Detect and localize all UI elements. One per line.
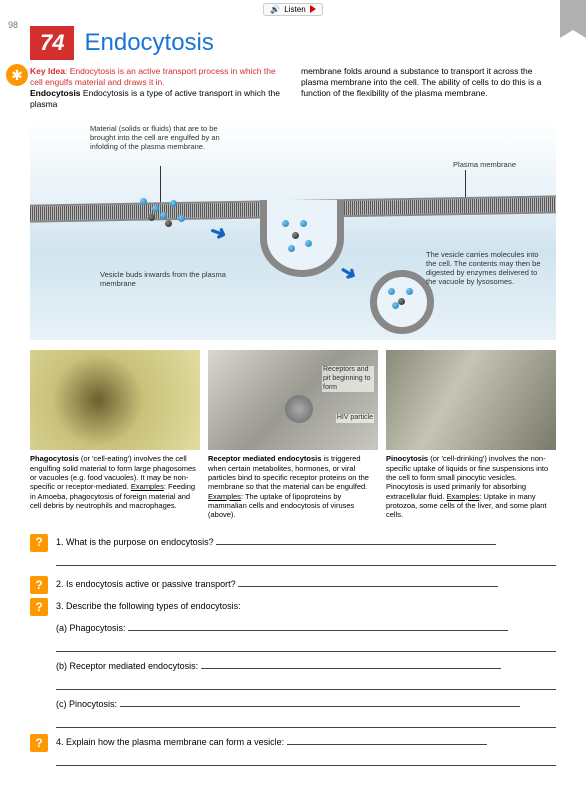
answer-blank[interactable] [56, 751, 556, 766]
page-number: 98 [8, 20, 18, 30]
header: 74 Endocytosis [30, 26, 556, 60]
q3a-text: (a) Phagocytosis: [56, 623, 126, 633]
img-label-hiv: HIV particle [336, 414, 374, 423]
question-3b: (b) Receptor mediated endocytosis: [56, 658, 556, 690]
page: 🔊 Listen 98 74 Endocytosis ✱ Key Idea: E… [0, 0, 586, 801]
intro-right: membrane folds around a substance to tra… [301, 66, 556, 110]
receptor-image: Receptors and pit beginning to form HIV … [208, 350, 378, 450]
question-2: ? 2. Is endocytosis active or passive tr… [30, 576, 556, 594]
diagram-label-bud: Vesicle buds inwards from the plasma mem… [100, 270, 240, 288]
key-idea-label: Key Idea [30, 66, 65, 76]
page-title: Endocytosis [84, 29, 213, 57]
card-text: Receptor mediated endocytosis is trigger… [208, 454, 378, 520]
q1-text: 1. What is the purpose on endocytosis? [56, 537, 214, 547]
card-text: Phagocytosis (or 'cell-eating') involves… [30, 454, 200, 510]
q3-text: 3. Describe the following types of endoc… [56, 601, 241, 611]
card-text: Pinocytosis (or 'cell-drinking') involve… [386, 454, 556, 520]
answer-blank[interactable] [56, 675, 556, 690]
question-mark-icon: ? [30, 734, 48, 752]
activity-number: 74 [30, 26, 74, 60]
listen-label: Listen [284, 5, 305, 14]
speaker-icon: 🔊 [270, 5, 280, 14]
concept-icon: ✱ [6, 64, 28, 86]
label-line [160, 166, 161, 204]
answer-blank[interactable] [56, 551, 556, 566]
card-phagocytosis: Phagocytosis (or 'cell-eating') involves… [30, 350, 200, 520]
label-line [465, 170, 466, 200]
key-idea-text: : Endocytosis is an active transport pro… [30, 66, 276, 87]
q2-text: 2. Is endocytosis active or passive tran… [56, 579, 236, 589]
card-pinocytosis: Pinocytosis (or 'cell-drinking') involve… [386, 350, 556, 520]
diagram-label-membrane: Plasma membrane [453, 160, 516, 169]
answer-blank[interactable] [201, 658, 501, 669]
question-mark-icon: ? [30, 576, 48, 594]
question-4: ? 4. Explain how the plasma membrane can… [30, 734, 556, 772]
diagram-label-vesicle: The vesicle carries molecules into the c… [426, 250, 546, 286]
answer-blank[interactable] [120, 696, 520, 707]
q4-text: 4. Explain how the plasma membrane can f… [56, 737, 284, 747]
answer-blank[interactable] [216, 534, 496, 545]
q3b-text: (b) Receptor mediated endocytosis: [56, 661, 198, 671]
question-3c: (c) Pinocytosis: [56, 696, 556, 728]
question-3a: (a) Phagocytosis: [56, 620, 556, 652]
answer-blank[interactable] [287, 734, 487, 745]
card-receptor: Receptors and pit beginning to form HIV … [208, 350, 378, 520]
arrow-icon: ➜ [335, 258, 362, 288]
arrow-icon: ➜ [206, 218, 230, 247]
question-1: ? 1. What is the purpose on endocytosis? [30, 534, 556, 572]
hiv-particle-shape [285, 395, 313, 423]
answer-blank[interactable] [56, 637, 556, 652]
img-label-receptors: Receptors and pit beginning to form [322, 366, 374, 392]
intro-row: Key Idea: Endocytosis is an active trans… [30, 66, 556, 110]
intro-left-text: Endocytosis Endocytosis is a type of act… [30, 88, 280, 109]
intro-left: Key Idea: Endocytosis is an active trans… [30, 66, 285, 110]
pinocytosis-image [386, 350, 556, 450]
bookmark-ribbon [560, 0, 586, 30]
question-mark-icon: ? [30, 598, 48, 616]
answer-blank[interactable] [238, 576, 498, 587]
endocytosis-types-row: Phagocytosis (or 'cell-eating') involves… [30, 350, 556, 520]
molecule [165, 220, 172, 227]
answer-blank[interactable] [128, 620, 508, 631]
play-icon [310, 5, 316, 13]
endocytosis-diagram: Material (solids or fluids) that are to … [30, 120, 556, 340]
q3c-text: (c) Pinocytosis: [56, 699, 117, 709]
question-3: ? 3. Describe the following types of end… [30, 598, 556, 616]
top-bar: 🔊 Listen [30, 0, 556, 18]
listen-button[interactable]: 🔊 Listen [263, 3, 322, 16]
diagram-label-material: Material (solids or fluids) that are to … [90, 124, 230, 151]
invagination [260, 200, 344, 277]
answer-blank[interactable] [56, 713, 556, 728]
molecule [178, 215, 185, 222]
question-mark-icon: ? [30, 534, 48, 552]
phagocytosis-image [30, 350, 200, 450]
questions-section: ? 1. What is the purpose on endocytosis?… [30, 534, 556, 772]
